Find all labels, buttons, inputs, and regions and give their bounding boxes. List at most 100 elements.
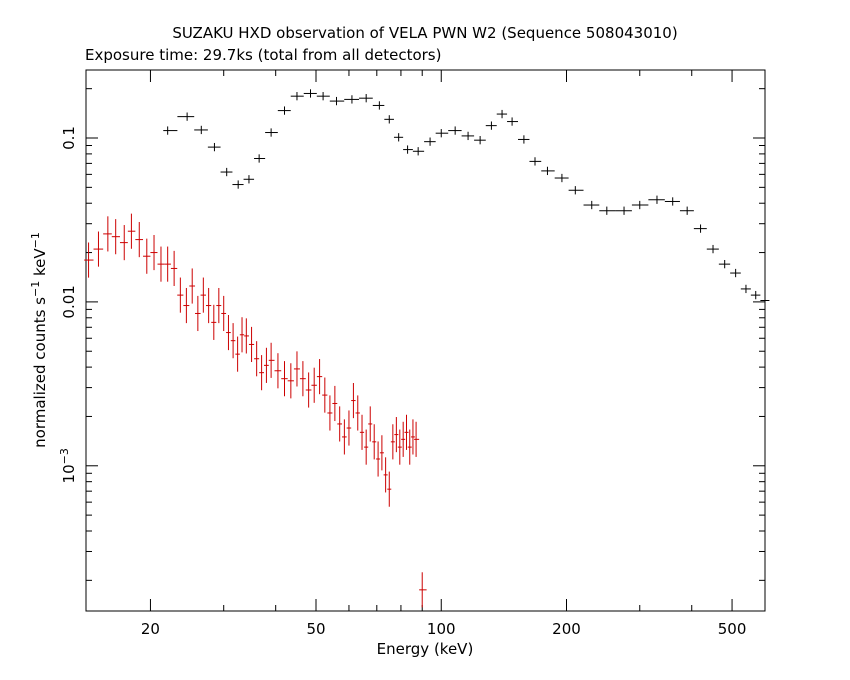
black-data-point <box>177 112 195 121</box>
red-data-point <box>299 361 306 397</box>
y-tick-label: 10−3 <box>58 448 78 483</box>
y-label-exp2: −1 <box>29 232 42 248</box>
black-data-point <box>541 166 555 176</box>
red-data-point <box>327 395 333 431</box>
red-data-point <box>216 287 222 324</box>
y-tick-label: 0.01 <box>60 285 78 318</box>
red-data-point <box>254 341 260 377</box>
black-data-point <box>496 109 508 119</box>
black-data-point <box>277 106 291 115</box>
black-data-point <box>461 131 475 141</box>
red-data-point <box>226 314 231 351</box>
y-tick-label: 0.1 <box>60 126 78 150</box>
red-data-point <box>376 441 381 477</box>
black-data-point <box>359 94 373 103</box>
black-data-point <box>730 268 741 278</box>
axis-ticks <box>86 70 766 611</box>
black-data-point <box>372 101 385 110</box>
black-data-point <box>220 167 233 177</box>
red-data-point <box>364 429 369 465</box>
red-data-point <box>394 417 399 453</box>
x-tick-label: 100 <box>427 620 456 638</box>
black-data-point <box>631 200 649 210</box>
red-data-point <box>103 216 112 252</box>
red-data-point <box>351 382 356 419</box>
red-data-point <box>359 414 365 450</box>
red-data-point <box>390 424 395 460</box>
red-data-point <box>239 317 245 353</box>
x-tick-label: 500 <box>718 620 747 638</box>
red-data-point <box>244 318 249 354</box>
x-tick-label: 20 <box>141 620 160 638</box>
black-data-point <box>424 137 436 146</box>
chart-title: SUZAKU HXD observation of VELA PWN W2 (S… <box>172 24 677 42</box>
red-data-point <box>346 410 352 446</box>
black-data-point <box>718 259 731 269</box>
plot-frame <box>85 69 766 612</box>
red-data-point <box>419 572 427 608</box>
red-data-point <box>164 246 171 282</box>
red-data-point <box>316 359 323 395</box>
black-data-point <box>507 117 518 126</box>
red-data-point <box>287 363 294 399</box>
black-data-point <box>393 133 404 142</box>
data-points <box>84 89 770 608</box>
x-tick-label: 50 <box>306 620 325 638</box>
black-data-point <box>529 157 542 166</box>
red-data-point <box>379 435 384 471</box>
black-data-point <box>615 206 632 215</box>
black-data-point <box>344 95 360 104</box>
black-data-point <box>265 128 278 137</box>
red-data-point <box>195 295 201 332</box>
y-label-mid: keV <box>31 248 49 281</box>
red-data-point <box>404 414 409 450</box>
red-data-point <box>84 242 94 278</box>
red-data-point <box>170 250 178 287</box>
red-data-point <box>111 219 120 255</box>
red-data-point <box>414 421 420 457</box>
red-data-point <box>401 421 406 457</box>
black-data-point <box>163 126 178 135</box>
red-data-point <box>259 355 265 391</box>
red-data-point <box>205 287 212 324</box>
red-data-point <box>268 342 275 378</box>
red-data-point <box>221 295 227 332</box>
red-data-point <box>200 277 206 313</box>
black-data-point <box>194 125 208 135</box>
black-data-point <box>760 296 770 305</box>
y-tick-label-exp: −3 <box>58 448 71 464</box>
y-tick-label-base: 10 <box>60 464 78 483</box>
black-data-point <box>207 142 221 152</box>
y-axis-label: normalized counts s−1 keV−1 <box>29 232 49 448</box>
black-data-point <box>290 92 304 101</box>
red-data-point <box>177 277 184 313</box>
black-data-point <box>243 175 255 184</box>
red-data-point <box>305 372 312 408</box>
y-label-exp1: −1 <box>29 281 42 297</box>
black-data-point <box>679 206 694 215</box>
y-label-base: normalized counts s <box>31 297 49 448</box>
red-data-point <box>332 385 338 422</box>
red-data-point <box>189 268 196 304</box>
black-data-point <box>232 180 244 189</box>
red-data-point <box>127 213 136 249</box>
black-data-point <box>412 147 425 156</box>
red-data-point <box>150 234 158 271</box>
red-data-point <box>143 238 151 274</box>
black-data-point <box>599 206 616 215</box>
black-data-point <box>485 121 497 130</box>
black-data-point <box>517 135 530 144</box>
black-data-point <box>316 92 330 101</box>
x-axis-label: Energy (keV) <box>377 640 474 658</box>
black-data-point <box>329 96 345 106</box>
black-data-point <box>568 186 584 195</box>
red-data-point <box>119 225 128 261</box>
red-data-point <box>293 351 300 387</box>
red-data-point <box>355 395 360 431</box>
black-data-point <box>583 200 600 210</box>
y-tick-label-base: 0.01 <box>60 285 78 318</box>
red-data-point <box>337 406 343 442</box>
red-data-point <box>248 326 255 363</box>
red-data-point <box>93 231 104 267</box>
